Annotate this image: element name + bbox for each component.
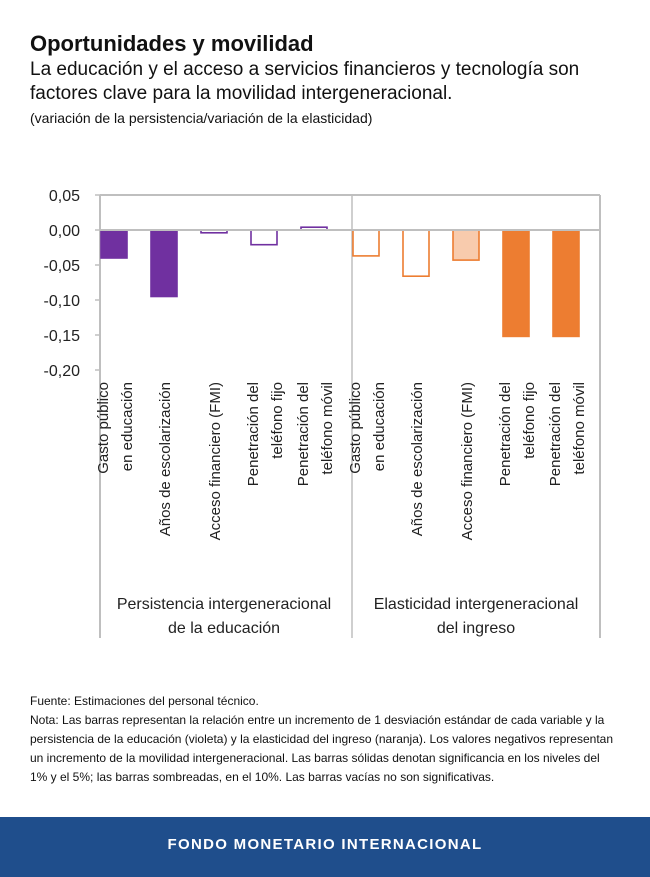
bar [100,229,128,259]
source-note: Fuente: Estimaciones del personal técnic… [30,694,259,708]
chart-subtitle: La educación y el acceso a servicios fin… [30,59,580,104]
bar [452,229,480,261]
y-tick-label: -0,15 [44,328,81,345]
category-label: Años de escolarización [409,382,426,536]
category-label: Años de escolarización [157,382,174,536]
category-label: teléfono fijo [521,382,538,459]
category-label: Acceso financiero (FMI) [207,382,224,540]
bar [150,229,178,298]
y-tick-label: -0,10 [44,293,81,310]
bar-chart: 0,05 0,00 -0,05 -0,10 -0,15 -0,20 Gasto públic… [44,188,601,638]
bar [352,229,380,257]
category-label: en educación [371,382,388,471]
y-tick-label: 0,00 [49,223,80,240]
footnote: Fuente: Estimaciones del personal técnic… [30,692,620,787]
category-label: Penetración del [295,382,312,486]
bar [502,229,530,338]
bar [552,229,580,338]
units-label: (variación de la persistencia/variación … [30,110,373,126]
explanatory-note: Nota: Las barras representan la relación… [30,713,613,784]
category-label: Penetración del [547,382,564,486]
category-label: Penetración del [497,382,514,486]
group-label: del ingreso [437,620,515,637]
category-label: teléfono móvil [319,382,336,475]
category-label: Gasto público [347,382,364,474]
chart-title: Oportunidades y movilidad [30,31,314,56]
footer-label: FONDO MONETARIO INTERNACIONAL [167,836,483,853]
category-label: teléfono móvil [571,382,588,475]
group-label: Elasticidad intergeneracional [374,596,579,613]
category-label: teléfono fijo [269,382,286,459]
category-label: Gasto público [95,382,112,474]
y-tick-label: -0,20 [44,363,81,380]
bar [250,229,278,246]
category-label: en educación [119,382,136,471]
category-label: Penetración del [245,382,262,486]
group-label: de la educación [168,620,280,637]
y-tick-label: 0,05 [49,188,80,205]
category-label: Acceso financiero (FMI) [459,382,476,540]
y-tick-label: -0,05 [44,258,81,275]
group-label: Persistencia intergeneracional [117,596,331,613]
footer-banner: FONDO MONETARIO INTERNACIONAL [0,817,650,877]
bar [402,229,430,278]
